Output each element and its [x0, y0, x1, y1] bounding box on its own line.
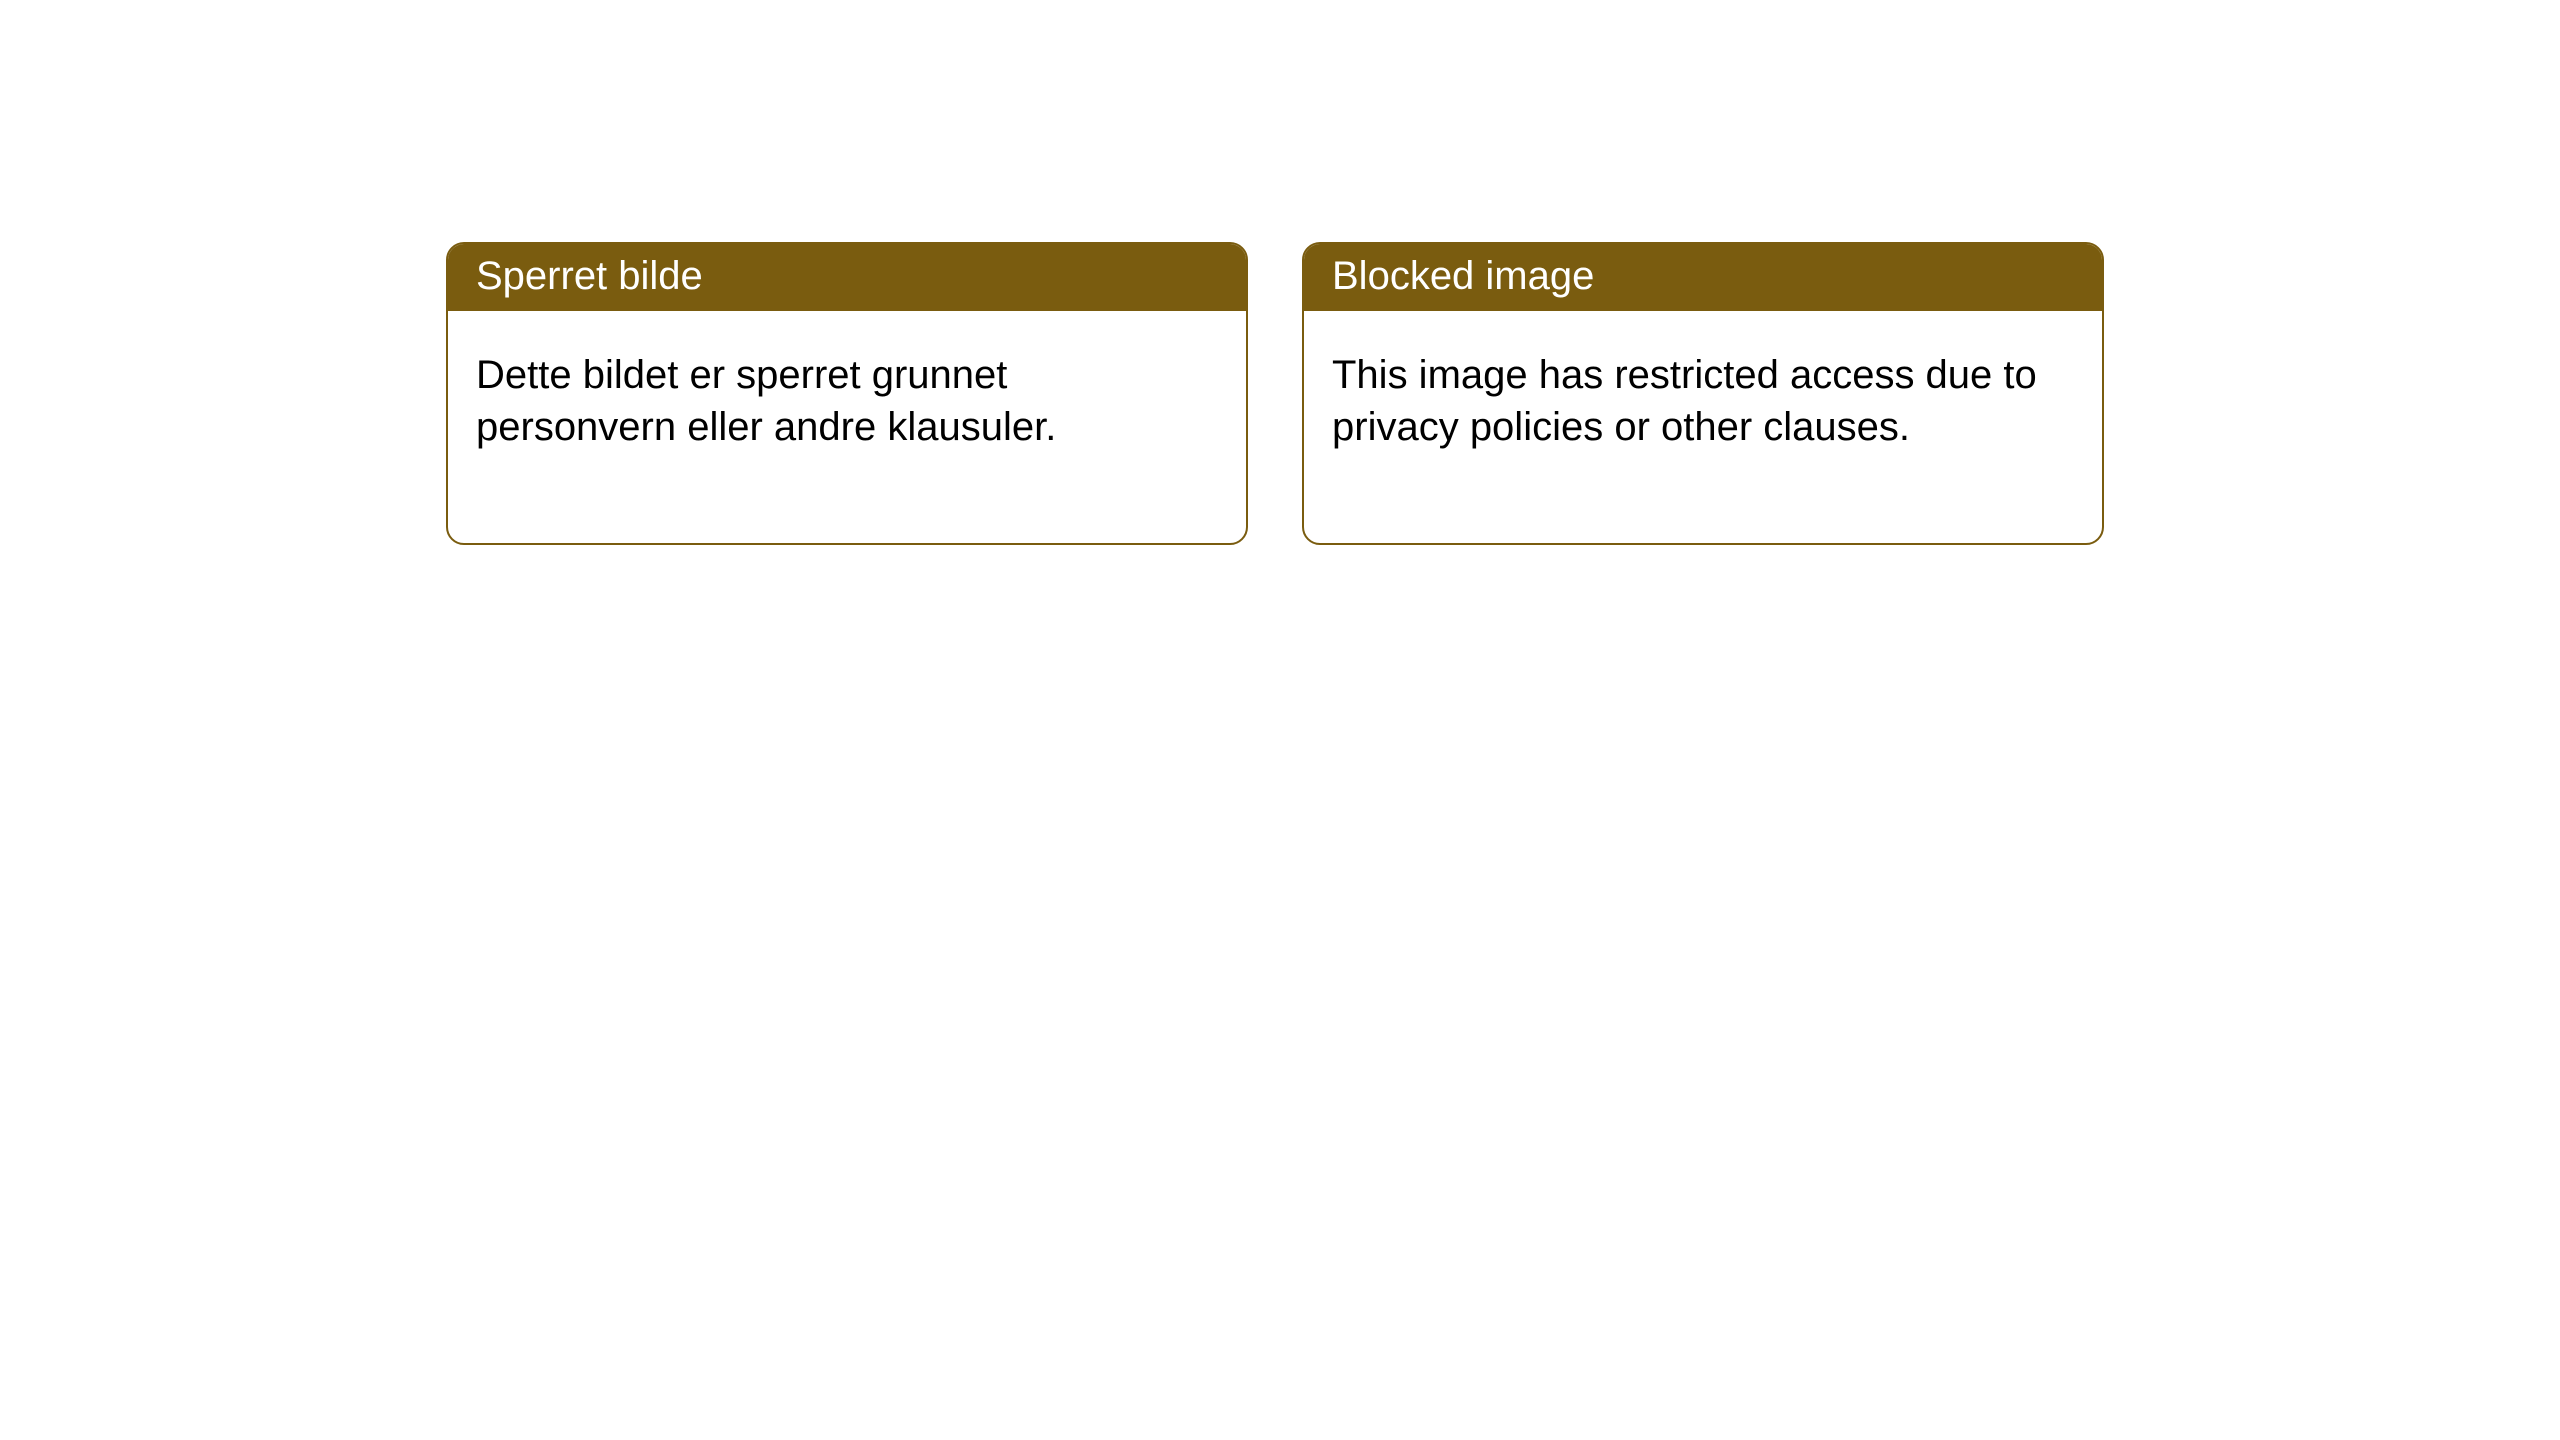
card-body-norwegian: Dette bildet er sperret grunnet personve… — [448, 311, 1246, 543]
card-header-norwegian: Sperret bilde — [448, 244, 1246, 311]
blocked-image-card-norwegian: Sperret bilde Dette bildet er sperret gr… — [446, 242, 1248, 545]
card-body-text-english: This image has restricted access due to … — [1332, 353, 2037, 449]
card-header-english: Blocked image — [1304, 244, 2102, 311]
card-title-english: Blocked image — [1332, 254, 1594, 298]
card-title-norwegian: Sperret bilde — [476, 254, 703, 298]
notice-container: Sperret bilde Dette bildet er sperret gr… — [0, 0, 2560, 545]
blocked-image-card-english: Blocked image This image has restricted … — [1302, 242, 2104, 545]
card-body-english: This image has restricted access due to … — [1304, 311, 2102, 543]
card-body-text-norwegian: Dette bildet er sperret grunnet personve… — [476, 353, 1056, 449]
